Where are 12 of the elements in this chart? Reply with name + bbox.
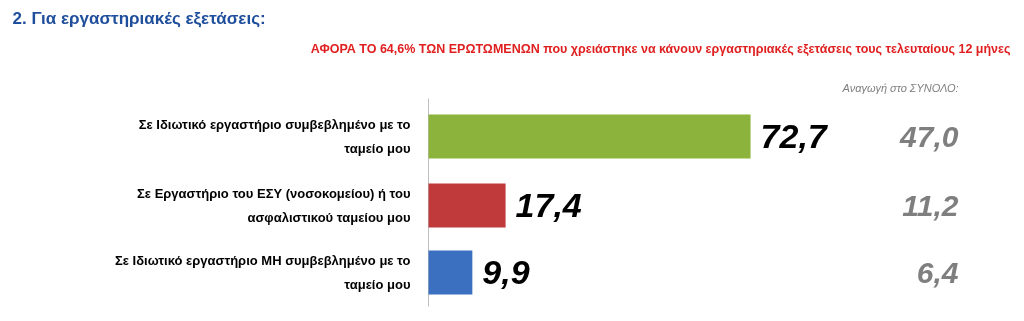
y-tick-label: Σε Εργαστήριο του ΕΣΥ (νοσοκομείου) ή του ασφαλιστικού ταμείου μου — [137, 186, 411, 225]
text: Αναγωγή στο ΣΥΝΟΛΟ: — [841, 81, 959, 94]
text: 47,0 — [899, 119, 959, 153]
y-tick-label: Σε Ιδιωτικό εργαστήριο ΜΗ συμβεβλημένο με το ταμείο μου — [114, 253, 411, 292]
data-label: 72,7 — [760, 117, 829, 155]
text: 11,2 — [902, 188, 959, 222]
data-label: 9,9 — [482, 253, 530, 291]
text: 6,4 — [916, 255, 959, 289]
data-label: 17,4 — [515, 186, 582, 224]
text: 2. Για εργαστηριακές εξετάσεις: — [12, 9, 266, 28]
chart-subtitle: ΑΦΟΡΑ ΤΟ 64,6% ΤΩΝ ΕΡΩΤΩΜΕΝΩΝ που χρειάστηκε να κάνουν εργαστηριακές εξετάσεις τους τελευταίους 12 μήνες — [310, 41, 1011, 56]
y-tick-label: Σε Ιδιωτικό εργαστήριο συμβεβλημένο με το ταμείο μου — [138, 117, 411, 156]
